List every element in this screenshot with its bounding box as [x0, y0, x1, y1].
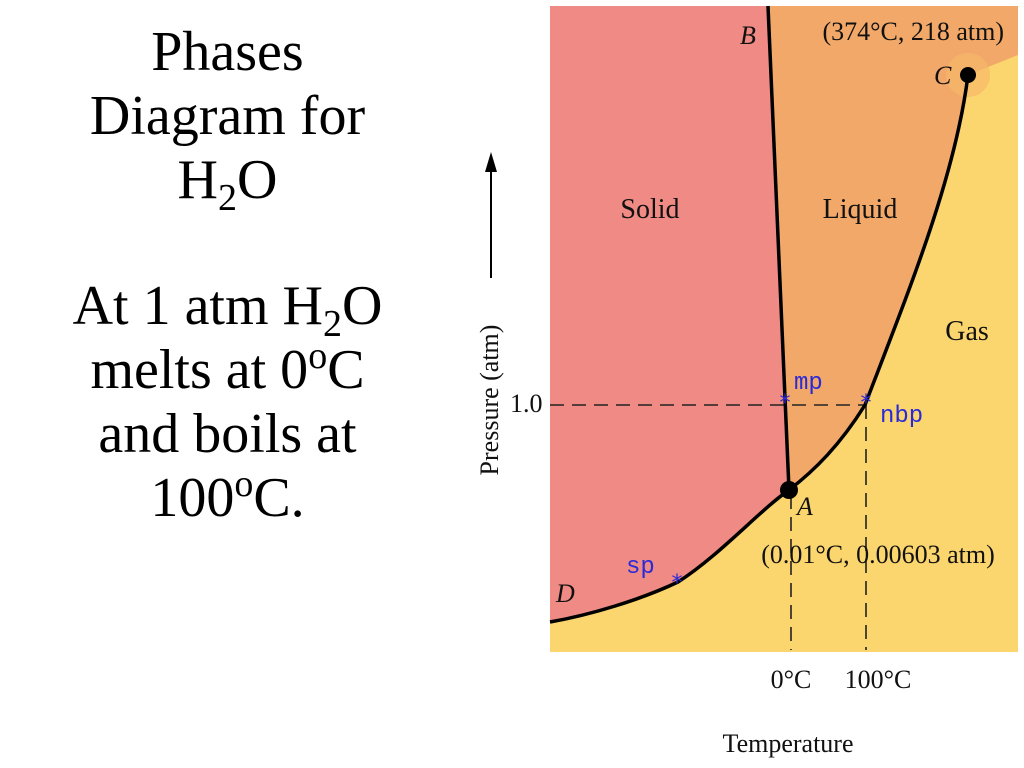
solid-gas-boundary	[549, 488, 790, 624]
triple-point	[780, 481, 798, 499]
nbp-label: nbp	[880, 403, 923, 430]
mp-star-icon: *	[780, 391, 791, 416]
body-line-4: 100oC.	[0, 463, 455, 530]
critical-point-coords: (374°C, 218 atm)	[822, 17, 1004, 46]
body-line-2: melts at 0oC	[0, 335, 455, 402]
gas-label: Gas	[945, 316, 989, 347]
body-line-1-subscript: 2	[322, 303, 342, 345]
plot-area: * * * mp nbp sp Solid Liquid Gas B C A D…	[549, 5, 1018, 652]
nbp-star-icon: *	[861, 391, 872, 416]
x-tick-0c: 0°C	[771, 665, 812, 694]
liquid-label: Liquid	[823, 194, 898, 225]
solid-region	[550, 6, 789, 622]
mp-label: mp	[794, 370, 823, 397]
solid-label: Solid	[620, 194, 679, 225]
sp-star-icon: *	[672, 571, 683, 596]
sp-label: sp	[626, 554, 655, 581]
point-d-label: D	[555, 579, 575, 608]
title-line-2: Diagram for	[89, 85, 366, 147]
point-a-label: A	[795, 492, 813, 521]
title-line-1: Phases	[151, 21, 304, 83]
body-line-4-prefix: 100	[150, 467, 235, 529]
y-axis-label: Pressure (atm)	[475, 325, 504, 476]
x-tick-100c: 100°C	[845, 665, 912, 694]
critical-point	[960, 67, 976, 83]
liquid-region	[768, 6, 1018, 490]
body-line-2-tail: C	[327, 339, 365, 401]
axes: 1.0 Pressure (atm) 0°C 100°C Temperature	[475, 152, 911, 758]
liquid-gas-boundary	[787, 74, 970, 492]
solid-liquid-boundary	[766, 5, 791, 491]
slide-text: Phases Diagram for H2O At 1 atm H2O melt…	[0, 20, 455, 530]
formula-tail: O	[237, 149, 278, 211]
triple-point-coords: (0.01°C, 0.00603 atm)	[761, 540, 995, 569]
body-line-1-prefix: At 1 atm H	[72, 275, 323, 337]
y-tick-1: 1.0	[510, 389, 543, 418]
body-line-2-prefix: melts at 0	[90, 339, 309, 401]
point-b-label: B	[740, 21, 756, 50]
body-line-4-superscript: o	[234, 463, 254, 505]
up-arrow-icon	[485, 152, 497, 172]
body-line-4-tail: C.	[253, 467, 305, 529]
title-formula: H2O	[0, 148, 455, 217]
body-line-1-tail: O	[341, 275, 383, 337]
body-line-3: and boils at	[98, 403, 357, 465]
body-line-2-superscript: o	[308, 335, 328, 377]
x-axis-label: Temperature	[723, 729, 854, 758]
formula-subscript: 2	[218, 177, 237, 219]
body-line-1: At 1 atm H2O	[0, 274, 455, 343]
formula-base: H	[177, 149, 218, 211]
point-c-label: C	[934, 61, 952, 90]
